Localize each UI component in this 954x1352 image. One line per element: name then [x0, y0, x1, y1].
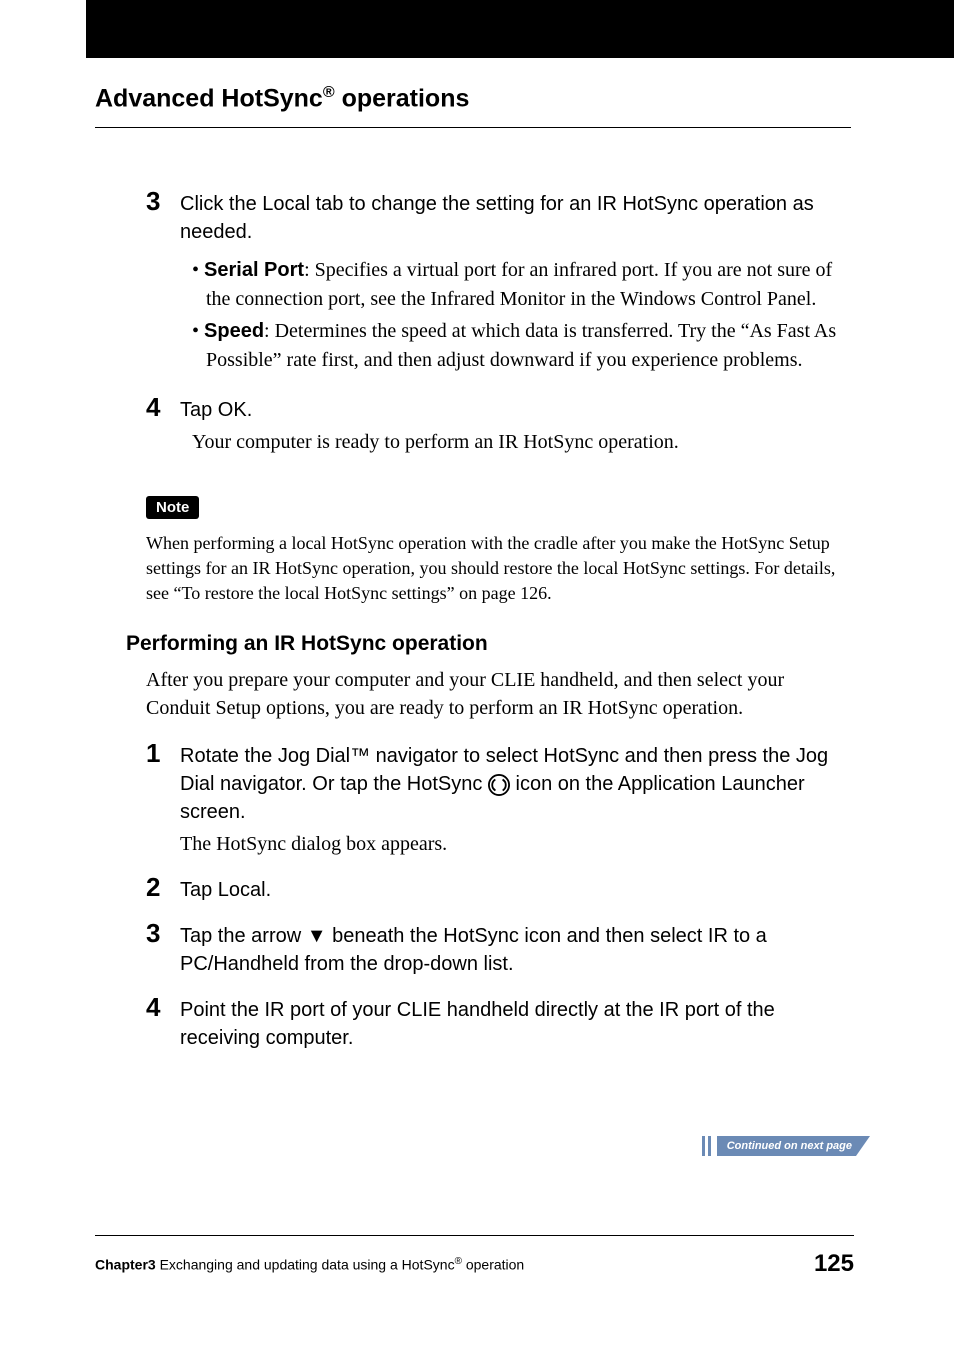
step-text: Tap Local. [180, 876, 844, 904]
step-body: Tap Local. [180, 876, 844, 904]
step2-2: 2 Tap Local. [146, 876, 844, 904]
chapter-bold: Chapter3 [95, 1256, 156, 1272]
chapter-text-pre: Exchanging and updating data using a Hot… [156, 1256, 455, 1272]
page-number: 125 [814, 1250, 854, 1278]
section-title-post: operations [335, 84, 470, 112]
step-number: 2 [146, 874, 180, 900]
bullet-label: Speed [204, 320, 264, 342]
step-body: Point the IR port of your CLIE handheld … [180, 996, 844, 1052]
step2-1: 1 Rotate the Jog Dial™ navigator to sele… [146, 742, 844, 858]
step-body: Rotate the Jog Dial™ navigator to select… [180, 742, 844, 858]
step-text: Click the Local tab to change the settin… [180, 190, 844, 246]
step-subtext: Your computer is ready to perform an IR … [180, 428, 844, 456]
section-title-pre: Advanced HotSync [95, 84, 323, 112]
header-bar [86, 0, 954, 58]
step-text: Point the IR port of your CLIE handheld … [180, 996, 844, 1052]
subsection-title: Performing an IR HotSync operation [126, 632, 844, 656]
step-number: 4 [146, 994, 180, 1020]
hotsync-icon [488, 774, 510, 796]
content-area: 3 Click the Local tab to change the sett… [146, 190, 844, 1052]
bullet-item: • Speed: Determines the speed at which d… [192, 317, 844, 374]
step-body: Click the Local tab to change the settin… [180, 190, 844, 378]
chapter-text-post: operation [462, 1256, 524, 1272]
note-text: When performing a local HotSync operatio… [146, 531, 844, 607]
continued-bars-icon [702, 1136, 711, 1156]
continued-banner: Continued on next page [702, 1136, 856, 1156]
bullet-item: • Serial Port: Specifies a virtual port … [192, 256, 844, 313]
note-badge: Note [146, 496, 199, 519]
step2-4: 4 Point the IR port of your CLIE handhel… [146, 996, 844, 1052]
step-text: Tap the arrow ▼ beneath the HotSync icon… [180, 922, 844, 978]
step-number: 4 [146, 394, 180, 420]
subsection-intro: After you prepare your computer and your… [146, 666, 844, 722]
bullet-list: • Serial Port: Specifies a virtual port … [180, 256, 844, 374]
step-number: 3 [146, 188, 180, 214]
step2-3: 3 Tap the arrow ▼ beneath the HotSync ic… [146, 922, 844, 978]
section-title-sup: ® [323, 84, 335, 101]
step-body: Tap the arrow ▼ beneath the HotSync icon… [180, 922, 844, 978]
step-text: Tap OK. [180, 396, 844, 424]
section-title: Advanced HotSync® operations [95, 84, 851, 128]
footer: Chapter3 Exchanging and updating data us… [95, 1235, 854, 1278]
step-3: 3 Click the Local tab to change the sett… [146, 190, 844, 378]
step-body: Tap OK. Your computer is ready to perfor… [180, 396, 844, 456]
bullet-body: : Determines the speed at which data is … [206, 320, 836, 370]
step-4: 4 Tap OK. Your computer is ready to perf… [146, 396, 844, 456]
step-text: Rotate the Jog Dial™ navigator to select… [180, 742, 844, 826]
continued-label: Continued on next page [717, 1136, 856, 1156]
step-number: 3 [146, 920, 180, 946]
bullet-label: Serial Port [204, 259, 304, 281]
chapter-label: Chapter3 Exchanging and updating data us… [95, 1256, 524, 1273]
step-number: 1 [146, 740, 180, 766]
step-subtext: The HotSync dialog box appears. [180, 830, 844, 858]
chapter-sup: ® [455, 1256, 462, 1267]
